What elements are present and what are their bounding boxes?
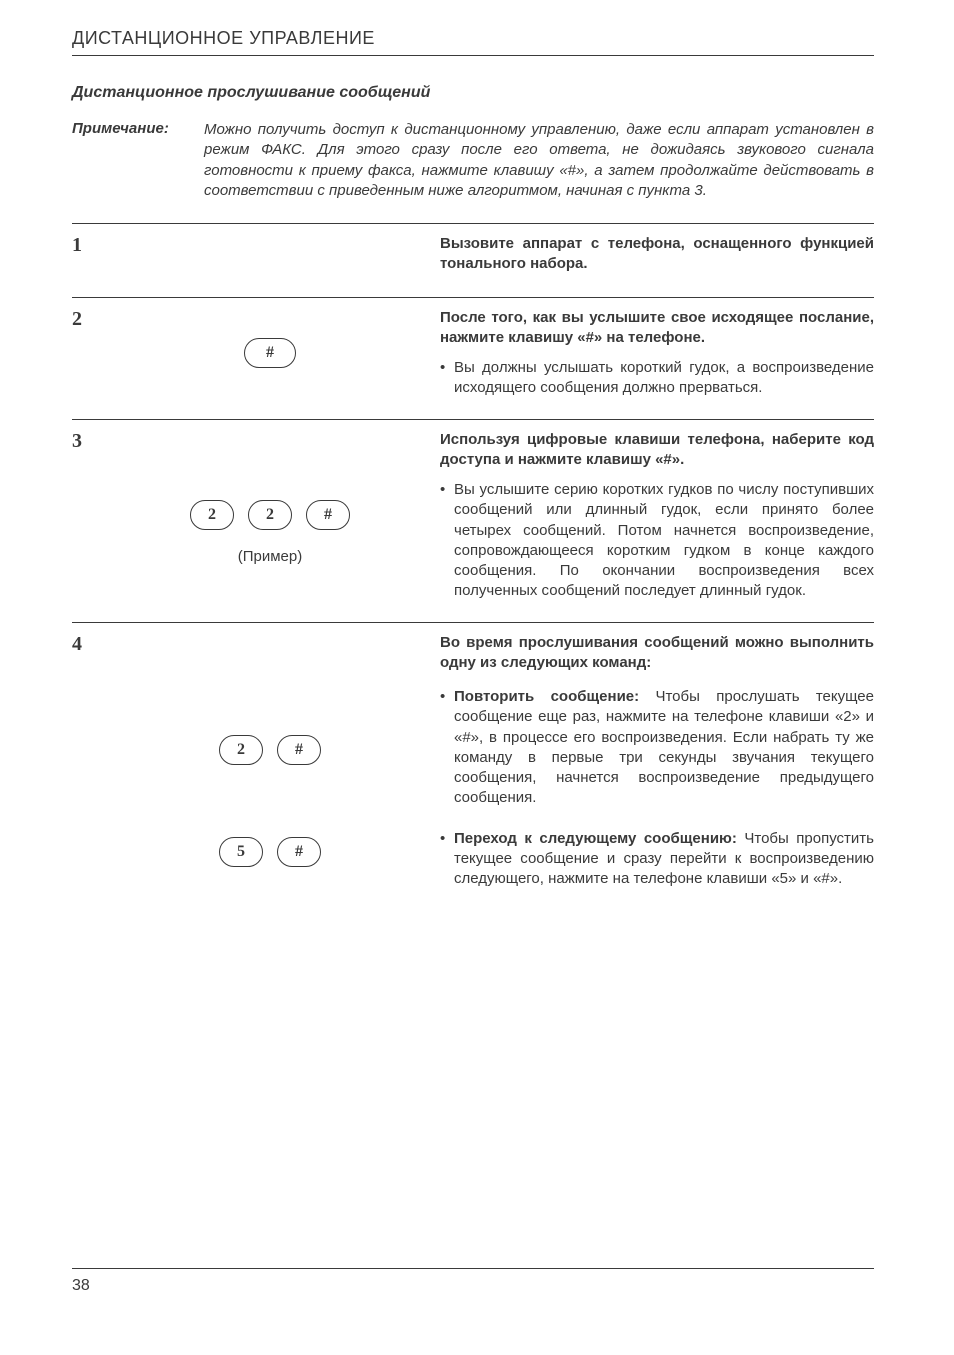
step-main-text: Во время прослушивания сообщений можно в… <box>440 633 874 674</box>
bullet-item: • Переход к следующему сообщению: Чтобы … <box>440 829 874 890</box>
key-2-icon: 2 <box>219 735 263 765</box>
note-label: Примечание: <box>72 120 204 201</box>
step-main-text: Используя цифровые клавиши телефона, наб… <box>440 430 874 471</box>
step-main-text: После того, как вы услышите свое исходящ… <box>440 308 874 349</box>
bullet-text: Чтобы прослушать текущее сообщение еще р… <box>454 688 874 806</box>
key-hash-icon: # <box>277 837 321 867</box>
step-main-text: Вызовите аппарат с телефона, оснащенного… <box>440 234 874 275</box>
key-hash-icon: # <box>244 338 296 368</box>
note-text: Можно получить доступ к дистанционному у… <box>204 120 874 201</box>
bullet-text: Вы должны услышать короткий гудок, а вос… <box>454 359 874 396</box>
step-4-cmd-2: 5 # • Переход к следующему сообщению: Чт… <box>72 829 874 910</box>
section-subtitle: Дистанционное прослушивание сообщений <box>72 84 874 102</box>
note-block: Примечание: Можно получить доступ к дист… <box>72 120 874 201</box>
step-number: 2 <box>72 308 100 407</box>
key-hash-icon: # <box>306 500 350 530</box>
bullet-text: Вы услышите серию коротких гудков по чис… <box>454 481 874 599</box>
key-5-icon: 5 <box>219 837 263 867</box>
key-2-icon: 2 <box>190 500 234 530</box>
step-number: 4 <box>72 633 100 684</box>
bullet-item: • Вы должны услышать короткий гудок, а в… <box>440 358 874 399</box>
bullet-lead: Повторить сообщение: <box>454 688 639 705</box>
bullet-lead: Переход к следующему сообщению: <box>454 830 737 847</box>
step-number: 3 <box>72 430 100 610</box>
step-3: 3 2 2 # (Пример) Используя цифровые клав… <box>72 420 874 622</box>
step-4: 4 Во время прослушивания сообщений можно… <box>72 623 874 688</box>
step-1: 1 Вызовите аппарат с телефона, оснащенно… <box>72 224 874 297</box>
page-header: ДИСТАНЦИОННОЕ УПРАВЛЕНИЕ <box>72 28 874 56</box>
page-number: 38 <box>72 1277 90 1295</box>
key-hash-icon: # <box>277 735 321 765</box>
example-label: (Пример) <box>238 548 303 565</box>
step-2: 2 # После того, как вы услышите свое исх… <box>72 298 874 419</box>
key-2-icon: 2 <box>248 500 292 530</box>
footer-rule <box>72 1268 874 1269</box>
step-number: 1 <box>72 234 100 285</box>
step-4-cmd-1: 2 # • Повторить сообщение: Чтобы прослуш… <box>72 687 874 829</box>
bullet-item: • Повторить сообщение: Чтобы прослушать … <box>440 687 874 809</box>
bullet-item: • Вы услышите серию коротких гудков по ч… <box>440 480 874 602</box>
